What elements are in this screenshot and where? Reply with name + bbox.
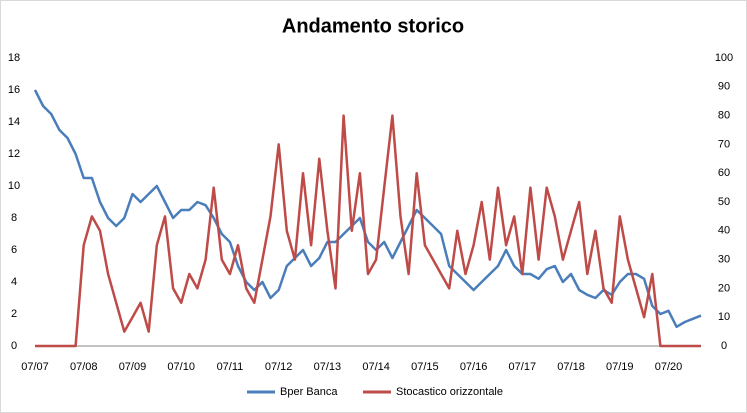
series-line (35, 114, 701, 348)
y2-tick-label: 80 (718, 110, 730, 122)
y-tick-label: 10 (8, 180, 20, 192)
x-tick-label: 07/11 (217, 361, 244, 373)
y-tick-label: 6 (11, 244, 17, 256)
x-tick-label: 07/19 (606, 361, 634, 373)
x-tick-label: 07/07 (21, 361, 49, 373)
x-tick-label: 07/12 (265, 361, 293, 373)
y-tick-label: 2 (11, 308, 17, 320)
y2-tick-label: 100 (715, 52, 733, 64)
y2-tick-label: 30 (718, 254, 730, 266)
legend-label: Bper Banca (280, 386, 338, 398)
y-tick-label: 16 (8, 84, 20, 96)
x-tick-label: 07/14 (362, 361, 390, 373)
legend-label: Stocastico orizzontale (396, 386, 503, 398)
y2-tick-label: 20 (718, 282, 730, 294)
chart-title: Andamento storico (282, 15, 464, 37)
x-tick-label: 07/09 (119, 361, 147, 373)
y-tick-label: 8 (11, 212, 17, 224)
y-tick-label: 18 (8, 52, 20, 64)
y2-tick-label: 50 (718, 196, 730, 208)
series-line (33, 89, 702, 329)
y2-tick-label: 40 (718, 225, 730, 237)
y-tick-label: 4 (11, 276, 17, 288)
y2-tick-label: 70 (718, 138, 730, 150)
y2-tick-label: 10 (718, 311, 730, 323)
y2-tick-label: 90 (718, 81, 730, 93)
x-tick-label: 07/15 (411, 361, 439, 373)
y2-tick-label: 60 (718, 167, 730, 179)
x-tick-label: 07/13 (314, 361, 342, 373)
x-tick-label: 07/17 (509, 361, 537, 373)
x-tick-label: 07/10 (167, 361, 195, 373)
y-tick-label: 12 (8, 148, 20, 160)
x-tick-label: 07/08 (70, 361, 98, 373)
y-tick-label: 0 (11, 340, 17, 352)
x-tick-label: 07/20 (655, 361, 683, 373)
x-tick-label: 07/18 (557, 361, 585, 373)
x-tick-label: 07/16 (460, 361, 488, 373)
y-tick-label: 14 (8, 116, 20, 128)
y2-tick-label: 0 (721, 340, 727, 352)
